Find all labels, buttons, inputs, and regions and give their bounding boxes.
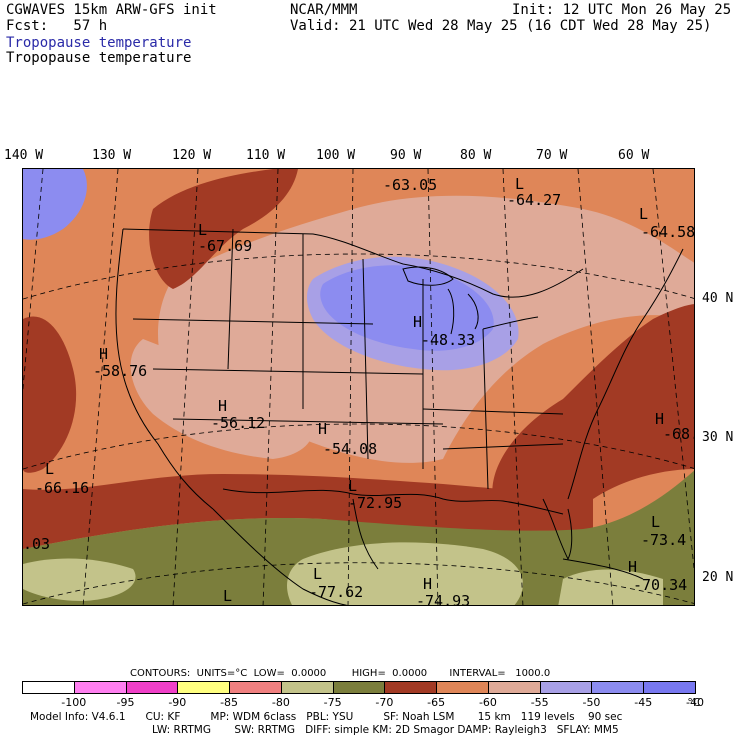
map-letter: H	[628, 558, 637, 576]
colorbar-tick-label: -60	[478, 696, 497, 709]
map-value: .03	[23, 535, 50, 553]
map-letter: H	[413, 313, 422, 331]
map-letter: L	[639, 205, 648, 223]
forecast-hour: Fcst: 57 h	[6, 18, 108, 34]
colorbar-tick-label: -95	[116, 696, 135, 709]
lon-label: 70 W	[536, 148, 568, 163]
map-letter: H	[218, 397, 227, 415]
colorbar-tick-label: -85	[220, 696, 239, 709]
contours-info: CONTOURS: UNITS=°C LOW= 0.0000 HIGH= 0.0…	[130, 668, 551, 679]
map-value: -56.12	[211, 414, 265, 432]
map-value: -77.62	[309, 583, 363, 601]
map-letter: L	[348, 477, 357, 495]
map-value: -68.1	[663, 425, 695, 443]
colorbar-tick-label: -50	[582, 696, 601, 709]
colorbar-tick-label: -100	[61, 696, 87, 709]
colorbar-tick-label: -45	[634, 696, 653, 709]
model-info-line1: Model Info: V4.6.1 CU: KF MP: WDM 6class…	[30, 711, 623, 723]
field-title-blue: Tropopause temperature	[6, 35, 192, 51]
lon-label: 120 W	[172, 148, 212, 163]
map-letter: L	[515, 175, 524, 193]
colorbar-tick-label: -65	[427, 696, 446, 709]
map-letter: L	[198, 221, 207, 239]
map-value: -54.08	[323, 440, 377, 458]
lon-label: 90 W	[390, 148, 422, 163]
map-value: -58.76	[93, 362, 147, 380]
colorbar-unit: °C	[687, 696, 701, 709]
field-region-khaki	[287, 542, 523, 605]
colorbar-tick-label: -80	[271, 696, 290, 709]
colorbar-tick-label: -40	[686, 696, 704, 709]
colorbar-swatch	[125, 681, 179, 694]
colorbar-tick-label: -75	[323, 696, 342, 709]
map-value: -64.27	[507, 191, 561, 209]
colorbar-swatch	[229, 681, 282, 694]
colorbar-tick-label: -90	[168, 696, 187, 709]
map-letter: H	[655, 410, 664, 428]
init-time: Init: 12 UTC Mon 26 May 25	[512, 2, 732, 18]
map-letter: H	[99, 345, 108, 363]
model-title: CGWAVES 15km ARW-GFS init	[6, 2, 217, 18]
map-letter: H	[318, 420, 327, 438]
graticule	[23, 169, 694, 605]
colorbar-swatch	[436, 681, 489, 694]
field-title: Tropopause temperature	[6, 50, 192, 66]
lon-label: 130 W	[92, 148, 132, 163]
lon-label: 140 W	[4, 148, 44, 163]
colorbar-swatch	[539, 681, 593, 694]
colorbar-tick-label: -70	[375, 696, 394, 709]
colorbar-swatch	[73, 681, 127, 694]
colorbar-swatch	[280, 681, 334, 694]
organization: NCAR/MMM	[290, 2, 358, 18]
field-region-darkred	[149, 169, 298, 289]
lon-label: 110 W	[246, 148, 286, 163]
map-value: -70.34	[633, 576, 687, 594]
coastlines	[115, 228, 684, 605]
map-letter: H	[423, 575, 432, 593]
colorbar-swatch	[384, 681, 438, 694]
map-value: -67.69	[198, 237, 252, 255]
map-value: -66.16	[35, 479, 89, 497]
map-value: -73.4	[641, 531, 686, 549]
map-letter: L	[45, 460, 54, 478]
colorbar-swatch	[487, 681, 541, 694]
colorbar-swatch	[591, 681, 645, 694]
map-letter: L	[313, 565, 322, 583]
lat-label: 30 N	[702, 430, 734, 445]
model-info-line2: LW: RRTMG SW: RRTMG DIFF: simple KM: 2D …	[152, 724, 619, 736]
colorbar-swatch	[643, 681, 696, 694]
tropopause-map[interactable]: L -64.27 -63.05 L -64.58 L -67.69 H -48.…	[22, 168, 695, 606]
lat-label: 40 N	[702, 291, 734, 306]
map-value: -63.05	[383, 176, 437, 194]
lon-label: 80 W	[460, 148, 492, 163]
lat-label: 20 N	[702, 570, 734, 585]
map-letter: L	[651, 513, 660, 531]
lon-label: 60 W	[618, 148, 650, 163]
map-letter: L	[223, 587, 232, 605]
colorbar-swatch	[177, 681, 231, 694]
map-value: -64.58	[641, 223, 695, 241]
field-region-olive	[23, 470, 694, 605]
valid-time: Valid: 21 UTC Wed 28 May 25 (16 CDT Wed …	[290, 18, 712, 34]
map-value: -74.93	[416, 592, 470, 606]
lon-label: 100 W	[316, 148, 356, 163]
colorbar-swatch	[332, 681, 386, 694]
colorbar-swatch	[22, 681, 75, 694]
map-value: -72.95	[348, 494, 402, 512]
colorbar-tick-label: -55	[530, 696, 549, 709]
map-value: -48.33	[421, 331, 475, 349]
